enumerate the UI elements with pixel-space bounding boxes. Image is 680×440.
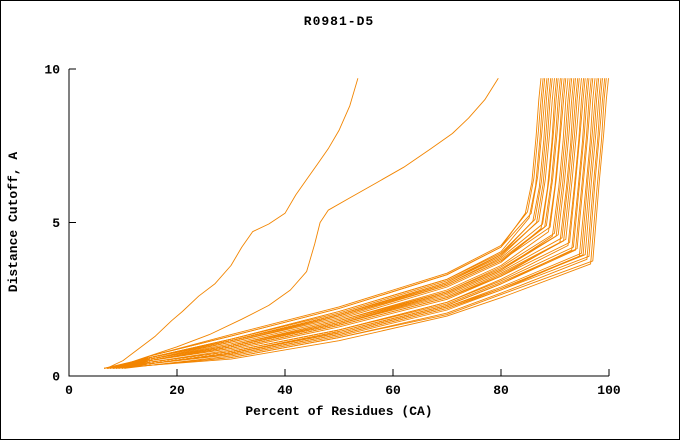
y-tick-label: 10 — [44, 63, 60, 78]
series-line-model-12 — [115, 78, 563, 369]
series-line-model-25 — [113, 78, 588, 369]
series-line-model-18 — [121, 78, 575, 369]
series-line-model-30 — [109, 78, 598, 369]
series-line-model-23 — [118, 78, 585, 369]
series-line-model-36 — [115, 78, 609, 369]
series-line-model-32 — [104, 78, 602, 369]
x-tick-label: 20 — [169, 383, 185, 398]
series-line-model-09 — [113, 78, 558, 369]
x-tick-label: 100 — [597, 383, 621, 398]
series-line-model-15 — [118, 78, 569, 369]
series-line-model-21 — [124, 78, 580, 369]
series-line-model-05 — [124, 78, 549, 369]
series-line-model-outlier-2 — [112, 77, 499, 369]
series-line-model-16 — [104, 78, 571, 369]
series-line-model-34 — [121, 78, 606, 369]
series-line-model-24 — [104, 78, 586, 369]
series-line-model-02 — [121, 78, 544, 369]
y-axis-label: Distance Cutoff, A — [6, 152, 21, 293]
series-line-model-28 — [115, 78, 594, 369]
x-tick-label: 60 — [385, 383, 401, 398]
series-line-model-04 — [115, 78, 548, 369]
y-tick-label: 0 — [52, 370, 60, 385]
series-line-model-08 — [103, 78, 555, 369]
series-line-model-06 — [109, 78, 552, 369]
series-line-model-outlier-1 — [106, 78, 359, 369]
x-axis-label: Percent of Residues (CA) — [245, 404, 432, 419]
y-tick-label: 5 — [52, 216, 60, 231]
series-line-model-22 — [109, 78, 582, 369]
series-line-model-35 — [107, 78, 607, 369]
series-line-model-13 — [124, 78, 565, 369]
chart-title: R0981-D5 — [304, 14, 374, 29]
x-tick-label: 0 — [65, 383, 73, 398]
x-tick-label: 40 — [277, 383, 293, 398]
x-tick-label: 80 — [493, 383, 509, 398]
series-line-model-14 — [109, 78, 567, 369]
